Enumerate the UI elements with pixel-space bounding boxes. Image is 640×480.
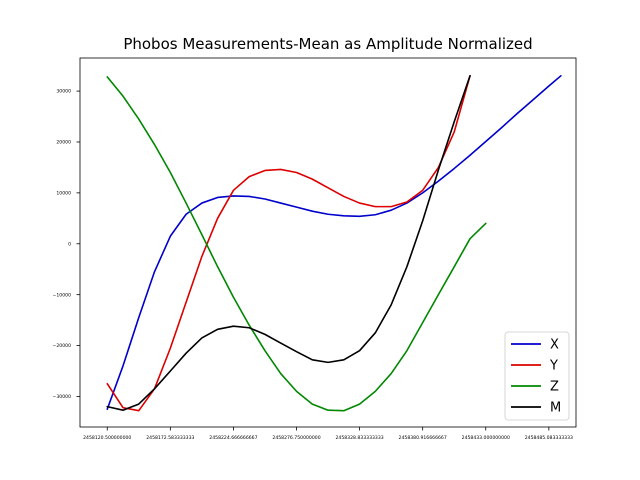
x-tick-label: 2458172.583333333: [146, 435, 194, 441]
chart-title: Phobos Measurements-Mean as Amplitude No…: [123, 35, 532, 53]
y-tick-label: 10000: [56, 190, 71, 196]
y-tick-label: −30000: [53, 394, 72, 400]
y-tick-label: −20000: [53, 343, 72, 349]
series-line-y: [106, 75, 471, 412]
axes-frame: [79, 57, 577, 428]
x-tick-label: 2458380.916666667: [399, 435, 447, 441]
y-tick-label: 0: [68, 241, 71, 247]
legend-label-z: Z: [550, 380, 559, 395]
x-tick-label: 2458328.833333333: [335, 435, 383, 441]
y-tick-label: 20000: [56, 140, 71, 146]
series-line-m: [106, 75, 471, 411]
plot-area: [106, 75, 562, 412]
legend-box: [504, 331, 570, 421]
series-line-x: [106, 75, 562, 410]
legend-label-y: Y: [549, 359, 558, 374]
legend-label-x: X: [550, 338, 559, 353]
series-line-z: [106, 76, 487, 412]
y-axis: −30000 −20000 −10000 0 10000 20000 30000: [53, 89, 80, 400]
x-tick-label: 2458276.750000000: [272, 435, 320, 441]
x-axis: 2458120.500000000 2458172.583333333 245822…: [83, 427, 573, 441]
y-tick-label: −10000: [53, 292, 72, 298]
x-tick-label: 2458224.666666667: [209, 435, 257, 441]
x-tick-label: 2458120.500000000: [83, 435, 131, 441]
legend-label-m: M: [550, 401, 561, 416]
y-tick-label: 30000: [56, 89, 71, 95]
x-tick-label: 2458485.083333333: [525, 435, 573, 441]
x-tick-label: 2458433.000000000: [462, 435, 510, 441]
